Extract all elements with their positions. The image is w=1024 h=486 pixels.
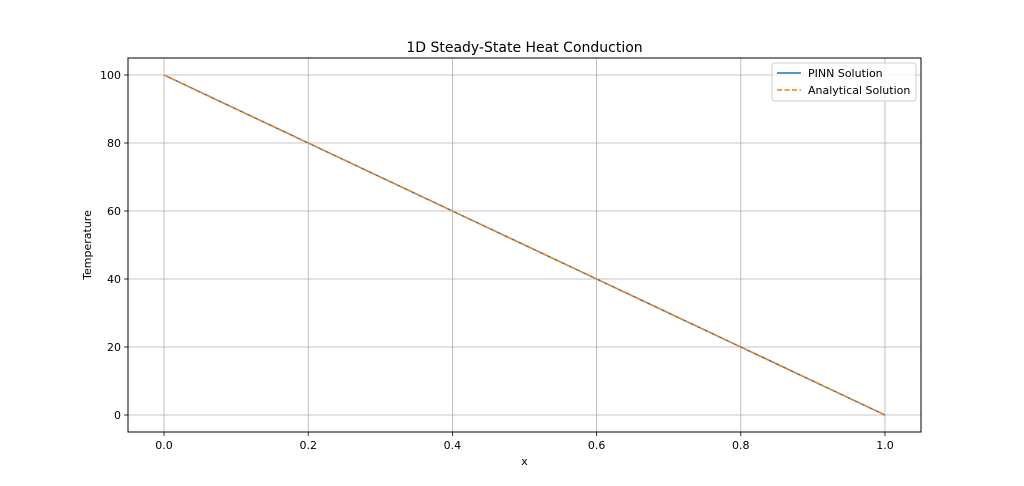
legend-label-analytical: Analytical Solution [808,84,910,97]
x-tick-label: 0.4 [444,439,462,452]
axis-ticks: 0.0 0.2 0.4 0.6 0.8 1.0 0 20 40 60 80 100 [100,69,894,452]
plot-series [163,74,886,416]
grid [128,58,921,432]
legend-box [771,62,917,102]
x-tick-label: 0.8 [732,439,750,452]
series-line-analytical [163,74,886,416]
y-tick-label: 20 [107,341,121,354]
y-tick-label: 40 [107,273,121,286]
x-axis-title: x [521,455,528,468]
y-axis-title: Temperature [81,210,94,281]
x-tick-label: 0.6 [588,439,606,452]
x-tick-label: 0.0 [155,439,173,452]
legend-label-pinn: PINN Solution [808,67,883,80]
x-tick-label: 1.0 [876,439,894,452]
y-tick-label: 60 [107,205,121,218]
legend: PINN Solution Analytical Solution [771,62,917,102]
y-tick-label: 80 [107,137,121,150]
plot-frame [127,57,922,433]
y-tick-label: 100 [100,69,121,82]
y-tick-label: 0 [114,409,121,422]
x-tick-label: 0.2 [299,439,317,452]
chart-title: 1D Steady-State Heat Conduction [406,40,642,56]
